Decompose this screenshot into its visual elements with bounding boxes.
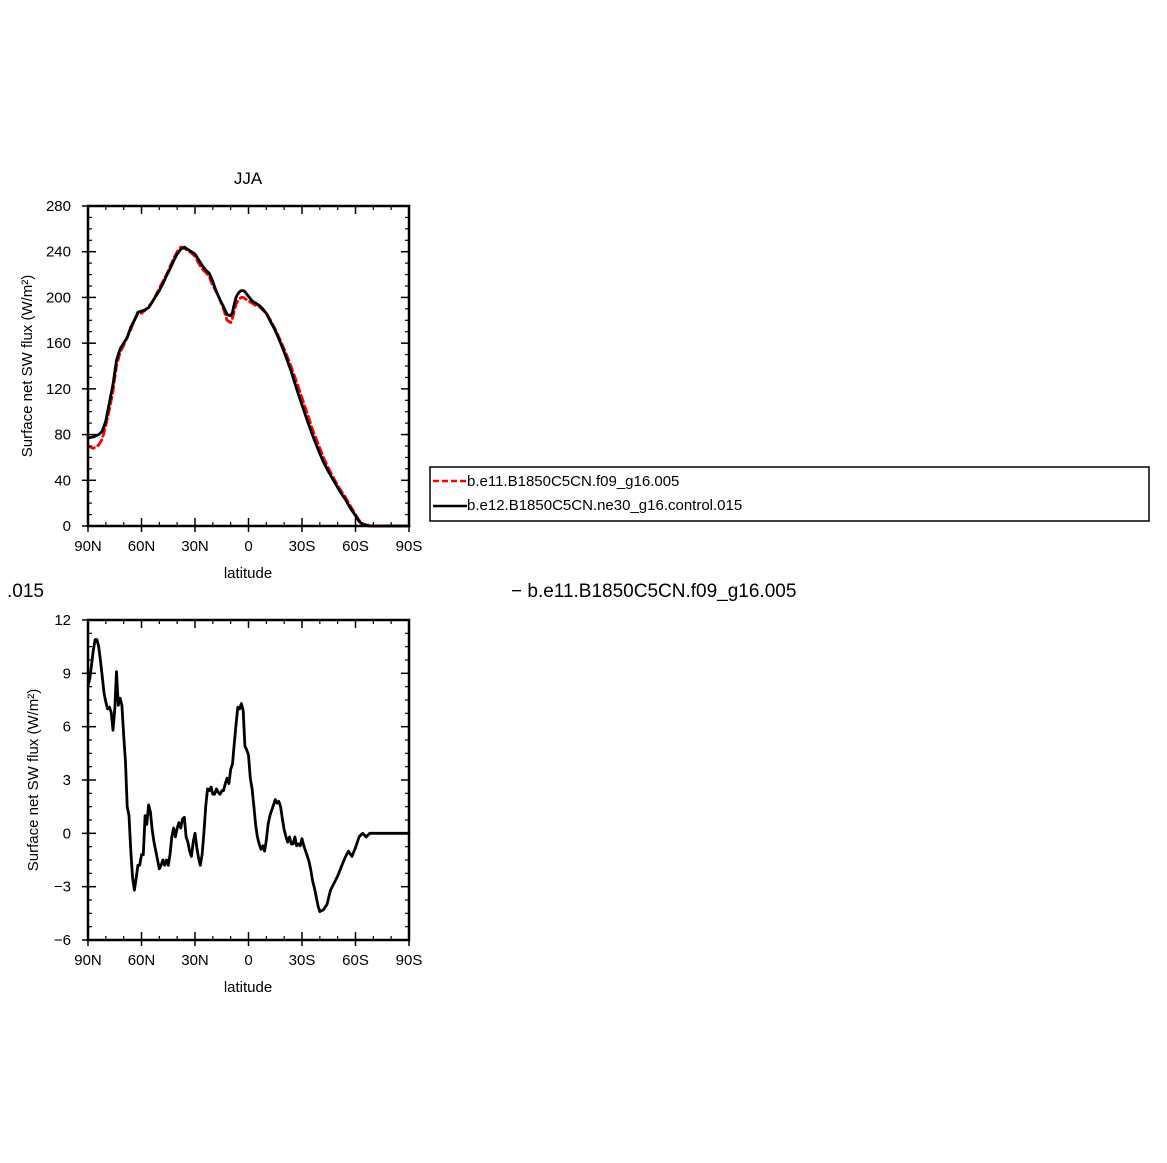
top-x-axis-title: latitude <box>224 565 272 582</box>
bottom-x-tick-label: 90N <box>74 952 102 969</box>
bottom-y-axis-title: Surface net SW flux (W/m²) <box>25 689 42 872</box>
bottom-y-tick-label: 6 <box>63 719 71 736</box>
top-y-tick-label: 240 <box>46 244 71 261</box>
top-chart-title: JJA <box>234 169 263 188</box>
bottom-x-axis-title: latitude <box>224 979 272 996</box>
top-x-tick-label: 30S <box>289 538 316 555</box>
top-y-tick-label: 120 <box>46 381 71 398</box>
bottom-x-tick-label: 60S <box>342 952 369 969</box>
top-y-tick-label: 0 <box>63 518 71 535</box>
top-y-tick-label: 80 <box>54 427 71 444</box>
bottom-x-tick-label: 90S <box>396 952 423 969</box>
bottom-plot-frame <box>86 618 411 942</box>
legend-label-series-2: b.e12.B1850C5CN.ne30_g16.control.015 <box>467 497 742 514</box>
bottom-series-group <box>86 638 411 913</box>
top-ticks-group: 90N 60N 30N 0 30S 60S 90S 0 40 80 120 160 200 240 280 <box>46 198 422 555</box>
bottom-y-tick-label: 3 <box>63 772 71 789</box>
top-series-group <box>86 245 411 528</box>
top-x-tick-label: 90N <box>74 538 102 555</box>
top-x-tick-label: 60N <box>128 538 156 555</box>
legend-box <box>429 466 1150 522</box>
top-x-tick-label: 0 <box>244 538 252 555</box>
bottom-x-tick-label: 30S <box>289 952 316 969</box>
top-x-tick-label: 60S <box>342 538 369 555</box>
bottom-y-tick-label: 12 <box>54 612 71 629</box>
bottom-y-tick-label: 9 <box>63 665 71 682</box>
bottom-ticks-group: 90N 60N 30N 0 30S 60S 90S −6 −3 0 3 6 9 12 <box>54 612 422 969</box>
bottom-y-tick-label: −3 <box>54 879 71 896</box>
legend-label-series-1: b.e11.B1850C5CN.f09_g16.005 <box>467 473 679 490</box>
top-plot-frame <box>86 204 411 528</box>
top-panel: JJA 90N 60N 30N 0 30S 60S 90S 0 40 80 120 160 200 240… <box>19 169 422 582</box>
difference-label-left: .015 <box>7 581 44 602</box>
top-y-axis-title: Surface net SW flux (W/m²) <box>19 275 36 458</box>
bottom-series-1-line <box>86 638 411 913</box>
top-y-tick-label: 160 <box>46 335 71 352</box>
bottom-x-tick-label: 30N <box>181 952 209 969</box>
bottom-y-tick-label: −6 <box>54 932 71 949</box>
top-series-1-line <box>86 245 411 528</box>
top-x-tick-label: 90S <box>396 538 423 555</box>
top-x-tick-label: 30N <box>181 538 209 555</box>
bottom-x-tick-label: 60N <box>128 952 156 969</box>
top-y-tick-label: 200 <box>46 289 71 306</box>
bottom-x-tick-label: 0 <box>244 952 252 969</box>
difference-label-right: − b.e11.B1850C5CN.f09_g16.005 <box>511 581 796 602</box>
top-series-2-line <box>86 245 411 528</box>
top-y-tick-label: 40 <box>54 472 71 489</box>
bottom-panel: 90N 60N 30N 0 30S 60S 90S −6 −3 0 3 6 9 12 latitude S… <box>25 612 422 996</box>
bottom-y-tick-label: 0 <box>63 825 71 842</box>
legend: b.e11.B1850C5CN.f09_g16.005 b.e12.B1850C… <box>429 466 1150 522</box>
top-y-tick-label: 280 <box>46 198 71 215</box>
